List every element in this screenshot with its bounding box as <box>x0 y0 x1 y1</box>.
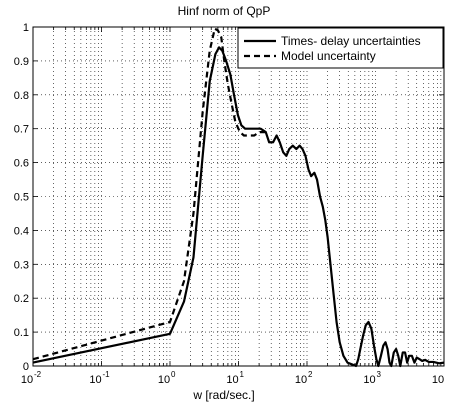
x-tick-label: 10 <box>432 374 444 386</box>
x-tick-label: 10 0 <box>158 370 176 386</box>
series-line-0 <box>32 46 445 368</box>
x-tick-label-base: 10 <box>432 374 444 386</box>
x-tick-label: 10 3 <box>363 370 381 386</box>
y-tick-label: 0.9 <box>14 56 29 68</box>
legend-label-times-delay: Times- delay uncertainties <box>281 34 421 48</box>
x-tick-label-base: 10 <box>21 374 33 386</box>
chart-title: Hinf norm of QpP <box>178 4 271 18</box>
x-tick-label: 10 2 <box>295 370 313 386</box>
x-tick-label-base: 10 <box>295 374 307 386</box>
x-tick-label-base: 10 <box>226 374 238 386</box>
x-tick-label-base: 10 <box>89 374 101 386</box>
x-tick-label-exponent: 3 <box>377 370 382 379</box>
y-tick-label: 0.1 <box>14 327 29 339</box>
y-tick-label: 0.8 <box>14 90 29 102</box>
x-tick-label-exponent: -1 <box>103 370 111 379</box>
x-tick-label-exponent: 2 <box>308 370 313 379</box>
legend-box <box>237 27 444 69</box>
y-tick-labels: 0 0.1 0.2 0.3 0.4 0.5 0.6 0.7 0.8 0.9 1 <box>14 22 29 373</box>
grid <box>33 27 444 366</box>
y-tick-label: 0.5 <box>14 192 29 204</box>
x-tick-label-base: 10 <box>363 374 375 386</box>
series-line-1 <box>32 27 267 361</box>
series-lines <box>32 27 445 368</box>
x-tick-label-base: 10 <box>158 374 170 386</box>
y-tick-label: 0 <box>23 361 29 373</box>
x-tick-label-exponent: 0 <box>171 370 176 379</box>
x-tick-label-exponent: -2 <box>34 370 42 379</box>
y-tick-label: 0.6 <box>14 158 29 170</box>
x-tick-labels: 10 -2 10 -1 10 0 10 1 10 2 10 3 10 <box>21 370 444 386</box>
x-tick-label: 10 1 <box>226 370 244 386</box>
y-tick-label: 0.2 <box>14 293 29 305</box>
y-tick-label: 1 <box>23 22 29 34</box>
x-axis-label: w [rad/sec.] <box>192 388 254 402</box>
x-tick-label: 10 -2 <box>21 370 42 386</box>
y-tick-label: 0.4 <box>14 225 29 237</box>
legend: Times- delay uncertainties Model uncerta… <box>237 27 444 69</box>
x-tick-label-exponent: 1 <box>240 370 245 379</box>
legend-label-model-uncertainty: Model uncertainty <box>281 49 376 63</box>
x-tick-label: 10 -1 <box>89 370 110 386</box>
y-tick-label: 0.3 <box>14 259 29 271</box>
y-tick-label: 0.7 <box>14 124 29 136</box>
